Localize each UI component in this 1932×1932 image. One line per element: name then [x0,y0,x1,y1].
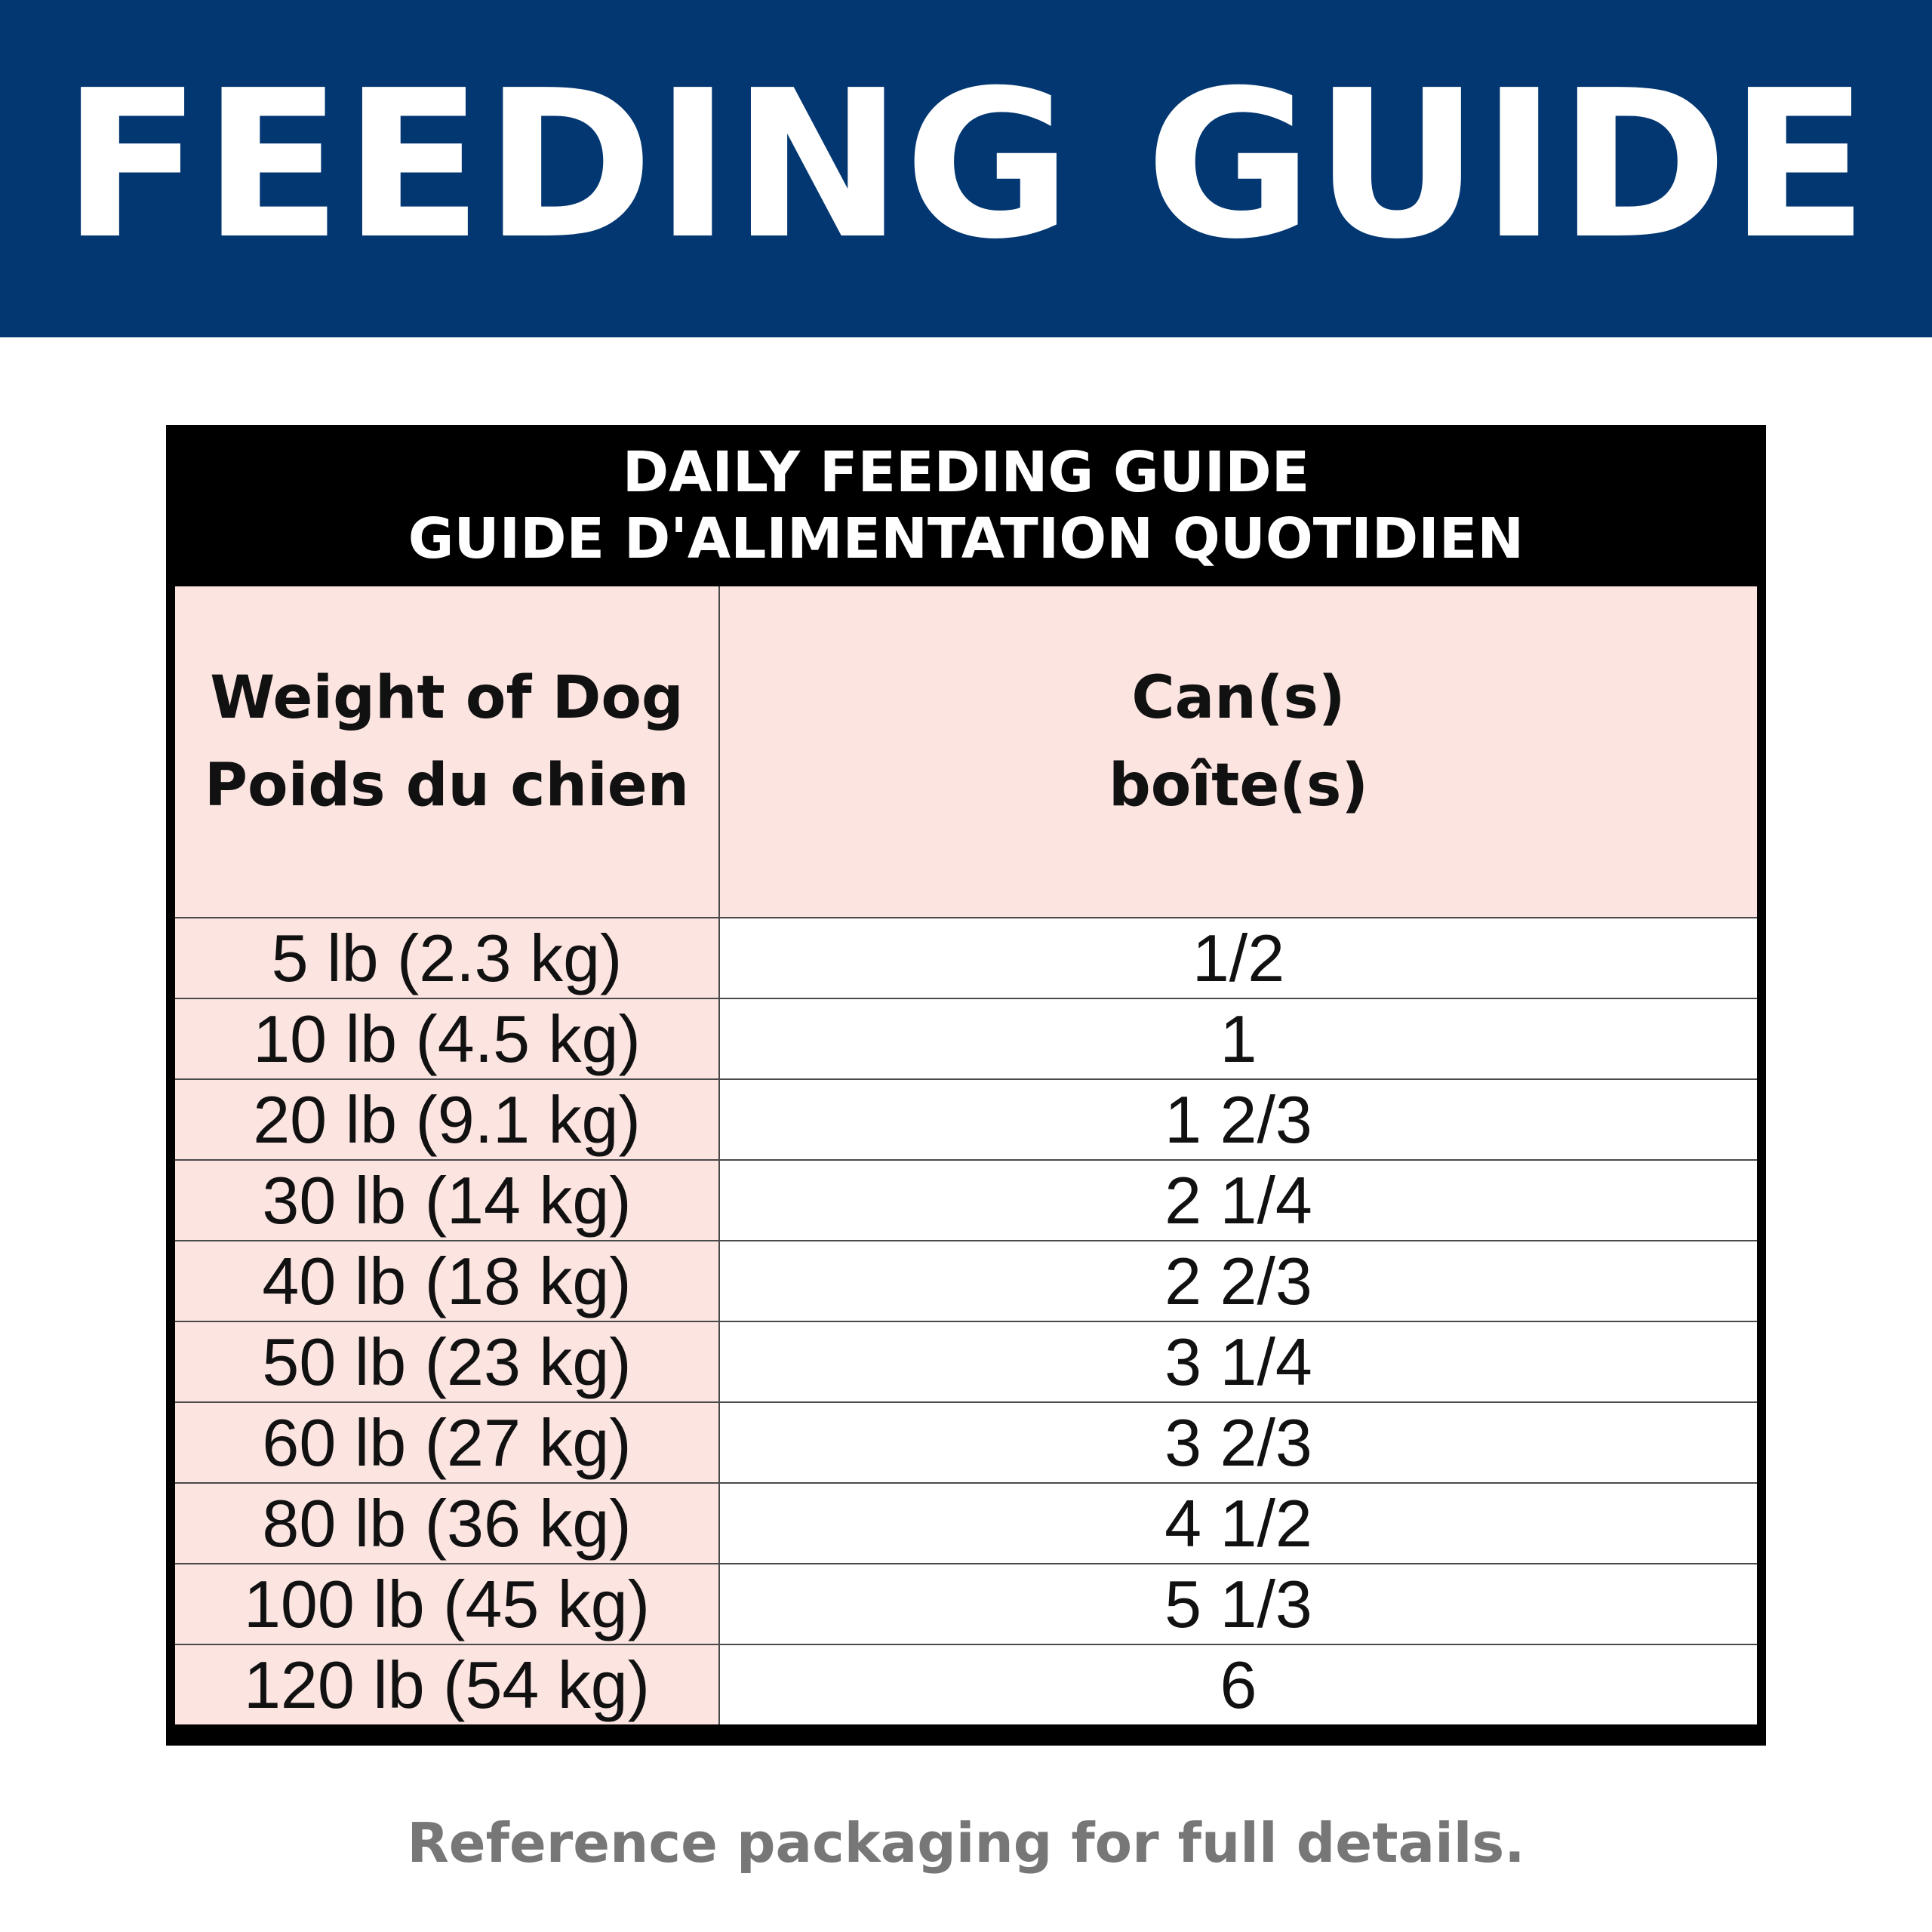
weight-header-en: Weight of Dog [210,664,684,732]
weight-cell: 20 lb (9.1 kg) [175,1078,720,1159]
table-grid: Weight of Dog Poids du chien Can(s) boît… [175,586,1757,1724]
table-title: DAILY FEEDING GUIDE GUIDE D'ALIMENTATION… [175,425,1757,586]
cans-cell: 5 1/3 [720,1563,1757,1644]
cans-header-fr: boîte(s) [1108,752,1369,820]
cans-cell: 1 [720,998,1757,1078]
weight-cell: 100 lb (45 kg) [175,1563,720,1644]
cans-cell: 6 [720,1644,1757,1724]
cans-cell: 4 1/2 [720,1482,1757,1563]
weight-cell: 40 lb (18 kg) [175,1240,720,1321]
cans-cell: 1/2 [720,917,1757,998]
cans-cell: 2 1/4 [720,1159,1757,1240]
cans-cell: 3 2/3 [720,1401,1757,1482]
weight-cell: 60 lb (27 kg) [175,1401,720,1482]
footer-note: Reference packaging for full details. [407,1811,1525,1875]
feeding-table: DAILY FEEDING GUIDE GUIDE D'ALIMENTATION… [166,425,1766,1746]
title-banner: FEEDING GUIDE [0,0,1932,337]
table-title-en: DAILY FEEDING GUIDE [622,440,1310,505]
cans-column-header: Can(s) boîte(s) [720,586,1757,917]
cans-header-en: Can(s) [1131,664,1346,732]
cans-cell: 3 1/4 [720,1321,1757,1401]
page-title: FEEDING GUIDE [62,45,1870,284]
weight-cell: 30 lb (14 kg) [175,1159,720,1240]
weight-header-fr: Poids du chien [204,752,690,820]
weight-cell: 5 lb (2.3 kg) [175,917,720,998]
cans-cell: 1 2/3 [720,1078,1757,1159]
weight-cell: 50 lb (23 kg) [175,1321,720,1401]
weight-column-header: Weight of Dog Poids du chien [175,586,720,917]
weight-cell: 10 lb (4.5 kg) [175,998,720,1078]
weight-cell: 120 lb (54 kg) [175,1644,720,1724]
weight-cell: 80 lb (36 kg) [175,1482,720,1563]
table-title-fr: GUIDE D'ALIMENTATION QUOTIDIEN [408,506,1524,571]
cans-cell: 2 2/3 [720,1240,1757,1321]
